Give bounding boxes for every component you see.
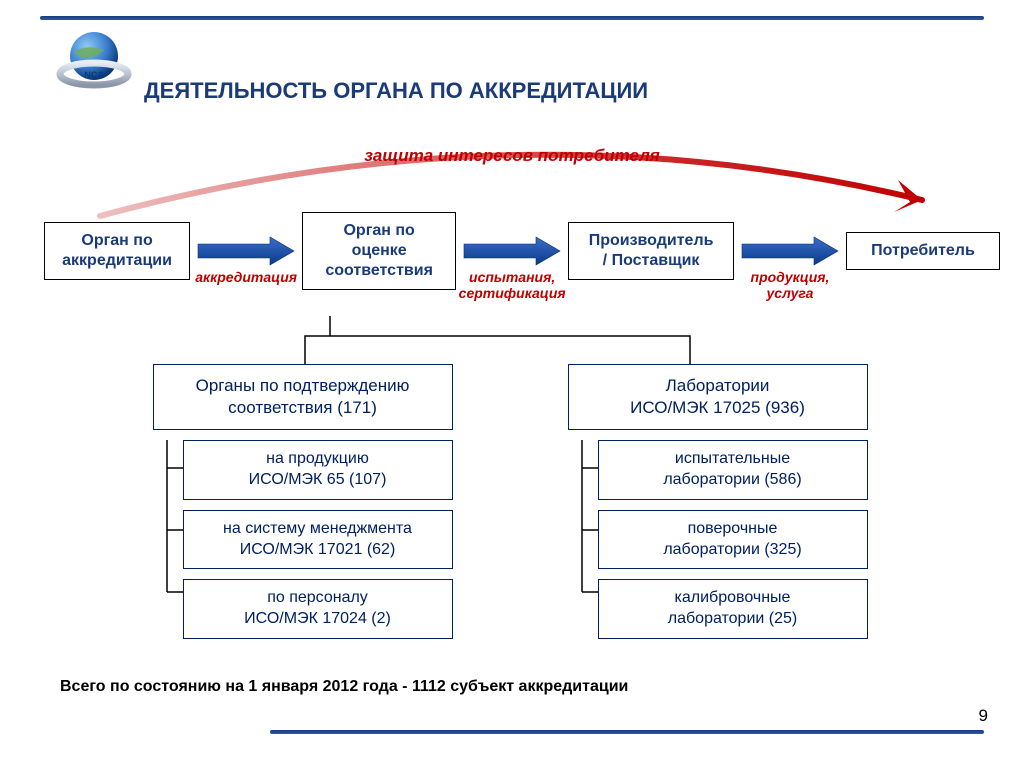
tree-child-left-1: на систему менеджмента ИСО/МЭК 17021 (62… bbox=[183, 510, 453, 570]
tree-parent-left: Органы по подтверждению соответствия (17… bbox=[153, 364, 453, 430]
tree-parent-right: Лаборатории ИСО/МЭК 17025 (936) bbox=[568, 364, 868, 430]
page-number: 9 bbox=[979, 706, 988, 726]
page-title: ДЕЯТЕЛЬНОСТЬ ОРГАНА ПО АККРЕДИТАЦИИ bbox=[144, 78, 648, 104]
tree-child-right-0: испытательные лаборатории (586) bbox=[598, 440, 868, 500]
tree-child-right-2: калибровочные лаборатории (25) bbox=[598, 579, 868, 639]
flow-arrow-2: продукция, услуга bbox=[740, 235, 840, 267]
flow-arrow-caption-1: испытания, сертификация bbox=[440, 269, 584, 301]
nca-logo: NCA bbox=[56, 28, 132, 94]
arc-caption: защита интересов потребителя bbox=[0, 146, 1024, 166]
flow-arrow-caption-0: аккредитация bbox=[174, 269, 318, 285]
flow-arrow-0: аккредитация bbox=[196, 235, 296, 267]
tree-col-right: Лаборатории ИСО/МЭК 17025 (936) испытател… bbox=[545, 364, 890, 639]
tree-child-left-2: по персоналу ИСО/МЭК 17024 (2) bbox=[183, 579, 453, 639]
flow-arrow-caption-2: продукция, услуга bbox=[718, 269, 862, 301]
header-bar bbox=[40, 16, 984, 20]
tree-area: Органы по подтверждению соответствия (17… bbox=[130, 316, 890, 639]
flow-box-2: Производитель / Поставщик bbox=[568, 222, 734, 280]
tree-child-right-1: поверочные лаборатории (325) bbox=[598, 510, 868, 570]
flow-row: Орган по аккредитации аккредитацияОрган … bbox=[44, 212, 1000, 290]
footer-summary: Всего по состоянию на 1 января 2012 года… bbox=[60, 678, 628, 696]
footer-bar bbox=[270, 730, 984, 734]
tree-child-left-0: на продукцию ИСО/МЭК 65 (107) bbox=[183, 440, 453, 500]
flow-arrow-1: испытания, сертификация bbox=[462, 235, 562, 267]
svg-text:NCA: NCA bbox=[84, 70, 104, 80]
flow-box-1: Орган по оценке соответствия bbox=[302, 212, 456, 290]
flow-box-3: Потребитель bbox=[846, 232, 1000, 270]
flow-box-0: Орган по аккредитации bbox=[44, 222, 190, 280]
tree-col-left: Органы по подтверждению соответствия (17… bbox=[130, 364, 475, 639]
